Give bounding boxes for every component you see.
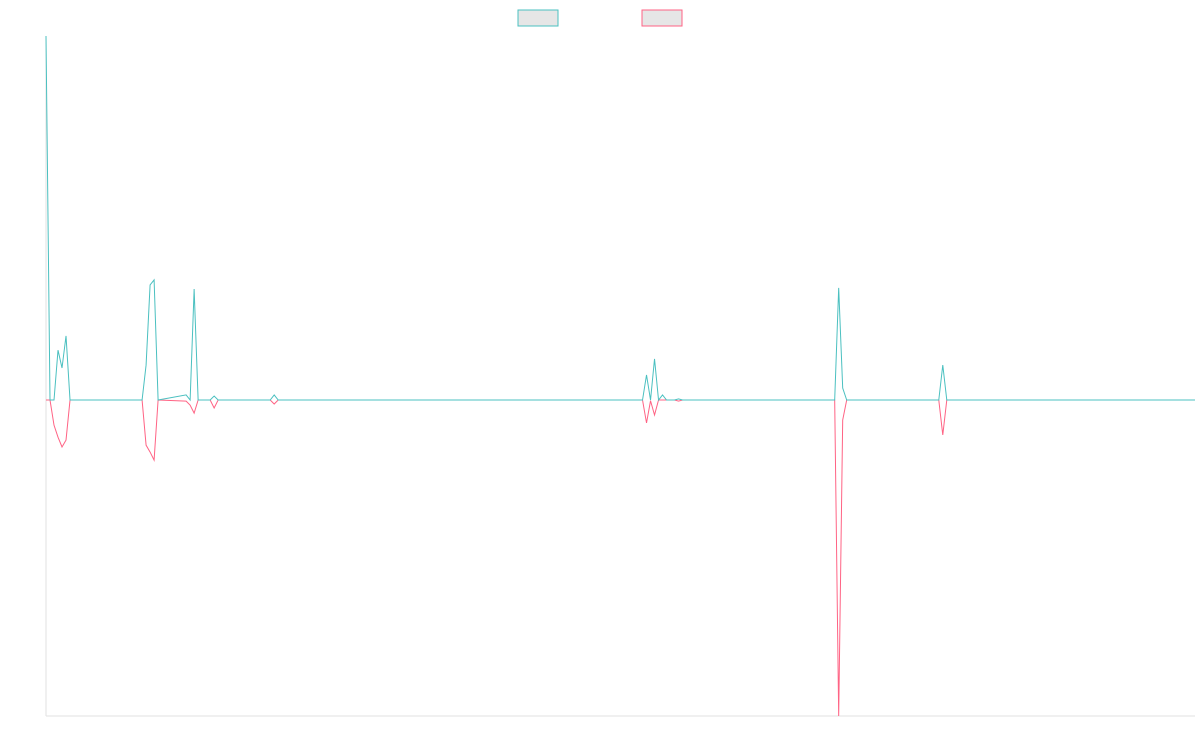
legend-swatch <box>641 9 683 27</box>
legend-swatch <box>517 9 559 27</box>
series-line <box>45 35 1195 402</box>
series-line <box>46 399 1195 717</box>
